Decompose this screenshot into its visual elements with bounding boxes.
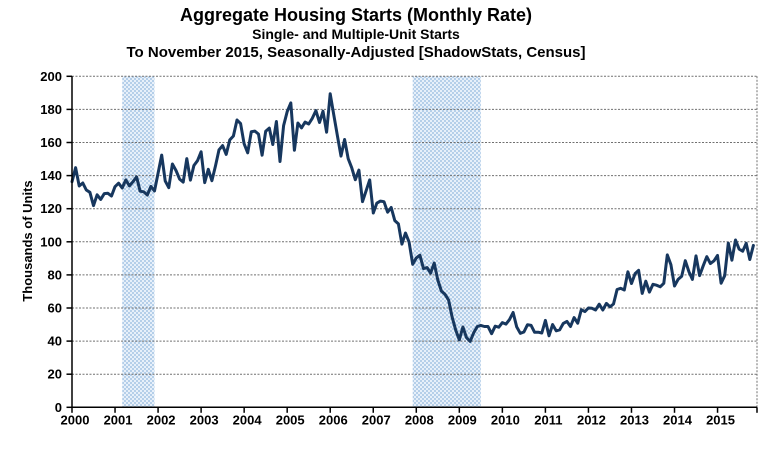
x-tick-label: 2004 [233, 412, 263, 427]
x-tick-label: 2008 [405, 412, 434, 427]
chart-period-note: To November 2015, Seasonally-Adjusted [S… [126, 44, 586, 61]
data-line [70, 92, 755, 343]
y-tick-label: 200 [40, 69, 62, 84]
y-tick-label: 180 [40, 102, 62, 117]
y-tick-label: 20 [48, 367, 62, 382]
y-tick-label: 60 [48, 301, 62, 316]
y-tick-label: 80 [48, 267, 62, 282]
chart-subtitle: Single- and Multiple-Unit Starts [252, 26, 460, 42]
x-tick-label: 2014 [663, 412, 693, 427]
y-tick-label: 160 [40, 135, 62, 150]
x-tick-label: 2003 [190, 412, 219, 427]
y-tick-label: 0 [55, 400, 62, 415]
x-tick-label: 2009 [448, 412, 477, 427]
x-tick-label: 2011 [534, 412, 562, 427]
y-tick-label: 120 [40, 201, 62, 216]
x-tick-label: 2007 [362, 412, 391, 427]
y-tick-label: 40 [48, 334, 62, 349]
x-tick-label: 2006 [319, 412, 348, 427]
x-tick-label: 2005 [276, 412, 305, 427]
x-tick-label: 2010 [491, 412, 520, 427]
x-tick-label: 2002 [147, 412, 176, 427]
chart-title: Aggregate Housing Starts (Monthly Rate) [179, 5, 533, 25]
y-tick-label: 100 [40, 234, 62, 249]
x-tick-label: 2013 [620, 412, 649, 427]
chart-title-block: Aggregate Housing Starts (Monthly Rate) … [0, 5, 712, 62]
x-tick-label: 2000 [61, 412, 90, 427]
x-tick-label: 2015 [706, 412, 735, 427]
x-tick-label: 2012 [577, 412, 606, 427]
x-tick-label: 2001 [104, 412, 133, 427]
y-tick-label: 140 [40, 168, 62, 183]
